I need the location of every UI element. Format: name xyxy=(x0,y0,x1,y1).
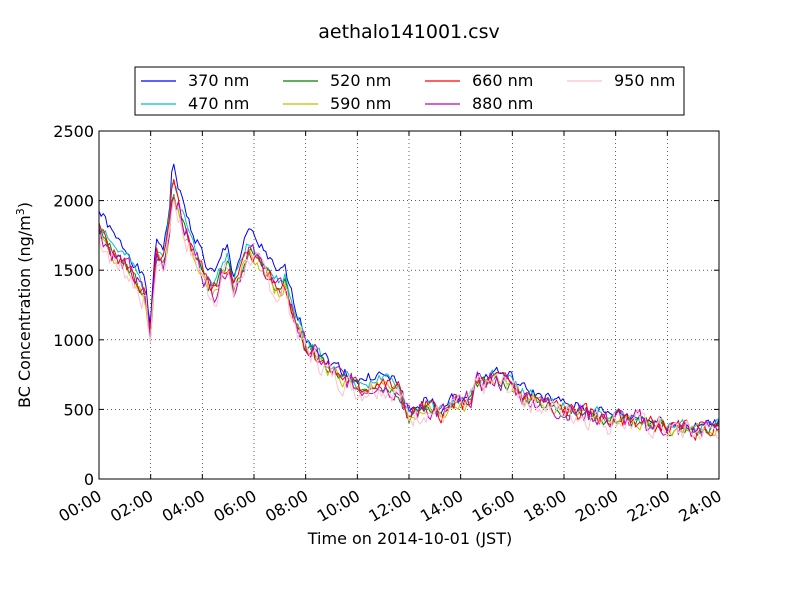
legend-label: 470 nm xyxy=(188,94,249,113)
legend-label: 590 nm xyxy=(330,94,391,113)
legend-label: 660 nm xyxy=(472,71,533,90)
y-tick-label: 1500 xyxy=(53,261,94,280)
legend-label: 370 nm xyxy=(188,71,249,90)
y-axis-label: BC Concentration (ng/m3) xyxy=(14,202,34,408)
y-axis-label-main: BC Concentration (ng/m xyxy=(15,215,34,408)
y-tick-label: 0 xyxy=(84,470,94,489)
series-layer xyxy=(98,163,720,441)
legend: 370 nm 470 nm 520 nm 590 nm 660 nm 880 nm 950 … xyxy=(134,66,685,116)
y-tick-label: 1000 xyxy=(53,331,94,350)
chart-title: aethalo141001.csv xyxy=(318,21,500,43)
ticks xyxy=(98,130,720,480)
y-tick-label: 500 xyxy=(63,400,94,419)
legend-label: 880 nm xyxy=(472,94,533,113)
y-tick-label: 2000 xyxy=(53,192,94,211)
series-line-470-nm xyxy=(98,183,720,434)
y-tick-labels: 0 500 1000 1500 2000 2500 xyxy=(53,122,94,489)
series-line-880-nm xyxy=(98,196,720,438)
series-line-660-nm xyxy=(98,178,720,441)
legend-label: 950 nm xyxy=(614,71,675,90)
series-line-950-nm xyxy=(98,199,720,440)
y-axis-label-superscript: 3 xyxy=(14,208,27,215)
grid xyxy=(99,131,719,479)
legend-box xyxy=(134,66,685,116)
y-tick-label: 2500 xyxy=(53,122,94,141)
x-axis-label: Time on 2014-10-01 (JST) xyxy=(307,529,512,548)
y-axis-label-end: ) xyxy=(15,202,34,208)
legend-label: 520 nm xyxy=(330,71,391,90)
